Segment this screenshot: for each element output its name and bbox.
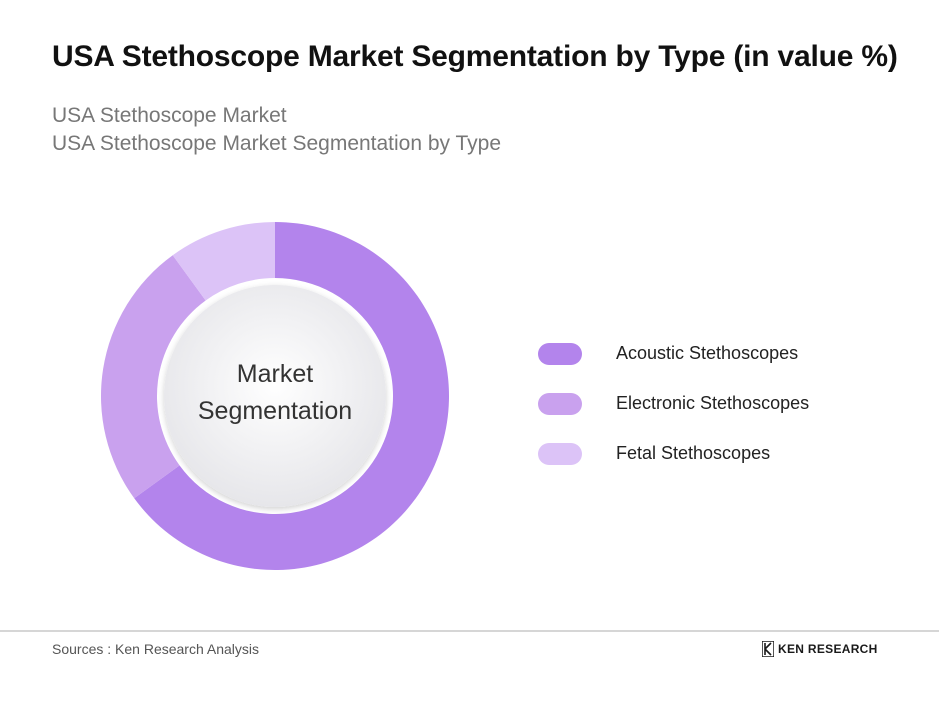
legend-label-electronic: Electronic Stethoscopes bbox=[616, 393, 810, 413]
chart-subtitle-segmentation: USA Stethoscope Market Segmentation by T… bbox=[52, 132, 502, 155]
donut-slice-fetal bbox=[172, 222, 275, 301]
legend-swatch-fetal bbox=[538, 443, 582, 465]
donut-chart bbox=[101, 222, 449, 570]
donut-slice-electronic bbox=[101, 255, 206, 499]
donut-slice-acoustic bbox=[134, 222, 449, 570]
ken-research-logo-icon bbox=[762, 641, 774, 657]
donut-center-label: Market Segmentation bbox=[165, 356, 385, 430]
chart-title: USA Stethoscope Market Segmentation by T… bbox=[52, 40, 898, 73]
donut-center-label-line2: Segmentation bbox=[197, 397, 353, 425]
donut-slices bbox=[101, 222, 449, 570]
donut-center-disc bbox=[164, 285, 386, 507]
legend-label-acoustic: Acoustic Stethoscopes bbox=[616, 343, 799, 363]
ken-research-logo-text: KEN RESEARCH bbox=[778, 642, 878, 656]
donut-center-label-line1: Market bbox=[236, 360, 314, 388]
ken-research-logo: KEN RESEARCH bbox=[762, 641, 878, 657]
legend-swatch-electronic bbox=[538, 393, 582, 415]
legend-label-fetal: Fetal Stethoscopes bbox=[616, 443, 771, 463]
chart-subtitle-market: USA Stethoscope Market bbox=[52, 104, 287, 127]
source-note: Sources : Ken Research Analysis bbox=[52, 641, 259, 657]
legend-swatch-acoustic bbox=[538, 343, 582, 365]
footer-divider bbox=[0, 630, 939, 632]
